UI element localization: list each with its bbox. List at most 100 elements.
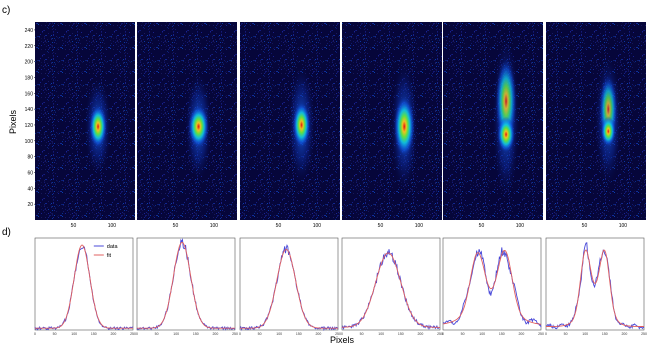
current-label: I=0 mA xyxy=(41,8,86,23)
c-xtick-label: 50 xyxy=(71,223,77,229)
d-xtick-label: 100 xyxy=(173,332,179,336)
panel-c-images: I=0 mA I=0.3 mA I=0.6 mA I=0.8 mA I=1 mA I=2 … xyxy=(35,8,646,220)
fit-series-line xyxy=(137,242,235,329)
heatmap-image: I=0.8 mA xyxy=(342,8,442,220)
d-xtick-label: 100 xyxy=(378,332,384,336)
d-xtick-label: 0 xyxy=(442,332,444,336)
heatmap-blob xyxy=(394,96,415,157)
heatmap-blob xyxy=(89,105,107,148)
current-label: I=0.6 mA xyxy=(246,8,302,23)
d-xtick-label: 250 xyxy=(130,332,136,336)
profile-panel: 0 50 100 150 200 250 xyxy=(239,237,341,336)
d-xtick-label: 150 xyxy=(398,332,404,336)
heatmap-blob xyxy=(601,116,616,147)
c-ytick-label: 20 xyxy=(27,202,33,208)
d-xtick-label: 50 xyxy=(258,332,262,336)
d-xtick-label: 50 xyxy=(360,332,364,336)
panel-c-letter: c) xyxy=(2,5,10,16)
current-label: I=2 mA xyxy=(552,8,597,23)
d-xtick-label: 50 xyxy=(461,332,465,336)
profile-panel: 0 50 100 150 200 250 xyxy=(545,237,647,336)
panel-c-xticks: 50 100 50 100 50 100 50 100 50 100 50 100 xyxy=(71,223,628,229)
d-xtick-label: 0 xyxy=(34,332,36,336)
c-ytick-label: 240 xyxy=(25,28,34,34)
heatmap-image: I=0 mA xyxy=(35,8,135,220)
data-series-line xyxy=(442,247,542,328)
d-xtick-label: 0 xyxy=(136,332,138,336)
heatmap-blob xyxy=(188,105,209,148)
d-xtick-label: 150 xyxy=(193,332,199,336)
d-xtick-label: 200 xyxy=(417,332,423,336)
d-xtick-label: 50 xyxy=(53,332,57,336)
d-xtick-label: 200 xyxy=(518,332,524,336)
panel-c-ylabel: Pixels xyxy=(8,110,18,135)
c-ytick-label: 80 xyxy=(27,155,33,161)
c-xtick-label: 100 xyxy=(313,223,322,229)
current-label: I=0.8 mA xyxy=(348,8,404,23)
fit-series-line xyxy=(546,249,644,327)
d-xtick-label: 0 xyxy=(341,332,343,336)
d-xtick-label: 250 xyxy=(641,332,647,336)
d-xtick-label: 200 xyxy=(212,332,218,336)
d-xtick-label: 100 xyxy=(71,332,77,336)
d-xtick-label: 100 xyxy=(276,332,282,336)
current-label: I=0.3 mA xyxy=(143,8,199,23)
c-ytick-label: 180 xyxy=(25,75,34,81)
c-ytick-label: 40 xyxy=(27,186,33,192)
panel-c-yticks: 240 220 200 180 160 140 120 100 80 60 40 20 xyxy=(25,28,35,208)
c-xtick-label: 100 xyxy=(210,223,219,229)
d-xtick-label: 100 xyxy=(479,332,485,336)
d-xtick-label: 150 xyxy=(91,332,97,336)
profile-frame xyxy=(34,237,134,331)
c-xtick-label: 50 xyxy=(378,223,384,229)
profile-panel: 0 50 100 150 200 250 xyxy=(136,237,238,336)
c-ytick-label: 60 xyxy=(27,170,33,176)
d-xtick-label: 150 xyxy=(296,332,302,336)
d-xtick-label: 150 xyxy=(499,332,505,336)
d-xtick-label: 0 xyxy=(545,332,547,336)
c-ytick-label: 220 xyxy=(25,44,34,50)
c-xtick-label: 100 xyxy=(108,223,117,229)
d-xtick-label: 200 xyxy=(315,332,321,336)
d-xtick-label: 50 xyxy=(155,332,159,336)
profile-panel: 0 50 100 150 200 250 data fit xyxy=(34,237,136,336)
panel-d-letter: d) xyxy=(2,227,11,238)
d-xtick-label: 200 xyxy=(621,332,627,336)
c-ytick-label: 140 xyxy=(25,107,34,113)
d-xtick-label: 250 xyxy=(335,332,341,336)
c-xtick-label: 50 xyxy=(479,223,485,229)
d-xtick-label: 100 xyxy=(582,332,588,336)
panel-d-xlabel: Pixels xyxy=(330,335,355,345)
legend-entry: data xyxy=(107,244,119,250)
c-ytick-label: 200 xyxy=(25,60,34,66)
c-xtick-label: 100 xyxy=(415,223,424,229)
heatmap-image: I=0.3 mA xyxy=(137,8,237,220)
fit-series-line xyxy=(240,248,338,329)
fit-series-line xyxy=(342,252,440,328)
fit-series-line xyxy=(442,249,542,325)
d-xtick-label: 250 xyxy=(538,332,544,336)
heatmap-image: I=2 mA xyxy=(546,8,646,220)
legend-entry: fit xyxy=(107,253,112,259)
c-xtick-label: 100 xyxy=(619,223,628,229)
c-ytick-label: 100 xyxy=(25,139,34,145)
c-xtick-label: 50 xyxy=(173,223,179,229)
profile-panel: 0 50 100 150 200 250 xyxy=(341,237,443,336)
heatmap-blob xyxy=(292,102,311,148)
d-xtick-label: 250 xyxy=(437,332,443,336)
c-xtick-label: 50 xyxy=(582,223,588,229)
profile-frame xyxy=(341,237,441,331)
heatmap-image: I=1 mA xyxy=(443,8,543,220)
d-xtick-label: 50 xyxy=(564,332,568,336)
c-xtick-label: 100 xyxy=(516,223,525,229)
d-xtick-label: 250 xyxy=(232,332,238,336)
profile-frame xyxy=(442,237,542,331)
data-series-line xyxy=(341,249,441,330)
c-xtick-label: 50 xyxy=(276,223,282,229)
c-ytick-label: 120 xyxy=(25,123,34,129)
d-xtick-label: 200 xyxy=(110,332,116,336)
heatmap-image: I=0.6 mA xyxy=(240,8,340,220)
fit-series-line xyxy=(35,244,133,329)
c-ytick-label: 160 xyxy=(25,91,34,97)
